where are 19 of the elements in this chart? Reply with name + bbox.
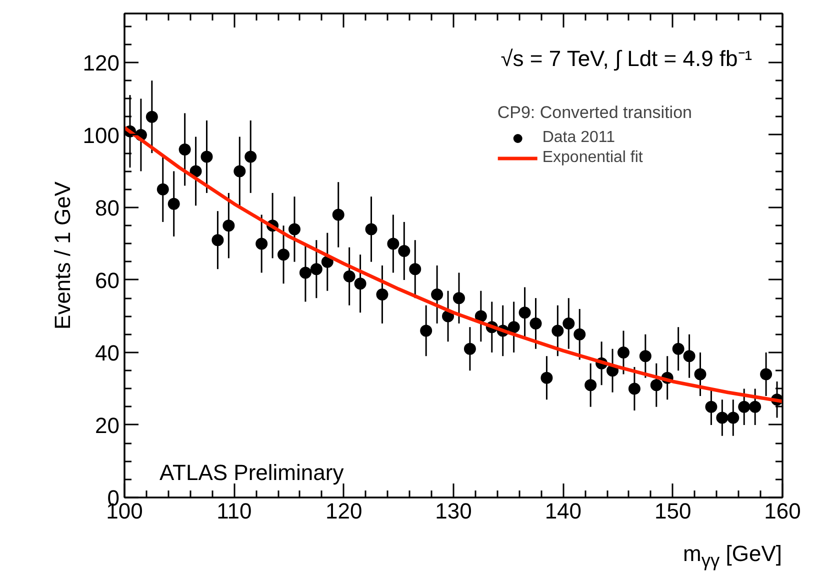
x-tick-label: 110 xyxy=(216,498,252,524)
y-tick-label: 100 xyxy=(82,122,120,148)
y-tick-label: 80 xyxy=(95,195,120,220)
x-tick-label: 130 xyxy=(435,498,472,524)
y-tick-label: 20 xyxy=(95,412,120,438)
x-axis-title: m$_{γγ}$ [GeV] xyxy=(682,540,782,572)
x-tick-label: 120 xyxy=(325,498,362,524)
legend-title: CP9: Converted transition xyxy=(497,103,692,123)
x-tick-label: 150 xyxy=(654,498,692,524)
y-tick-label: 40 xyxy=(95,340,120,366)
annotation: √s = 7 TeV, ∫ Ldt = 4.9 fb⁻¹ xyxy=(500,46,752,71)
y-tick-label: 120 xyxy=(82,50,120,76)
x-tick-label: 160 xyxy=(764,498,801,524)
annotation: ATLAS Preliminary xyxy=(160,460,344,485)
legend-label: Data 2011 xyxy=(542,129,615,147)
y-tick-label: 60 xyxy=(95,268,120,293)
y-axis-title: Events / 1 GeV xyxy=(50,181,75,330)
x-tick-label: 140 xyxy=(544,498,582,524)
legend-label: Exponential fit xyxy=(542,149,643,167)
